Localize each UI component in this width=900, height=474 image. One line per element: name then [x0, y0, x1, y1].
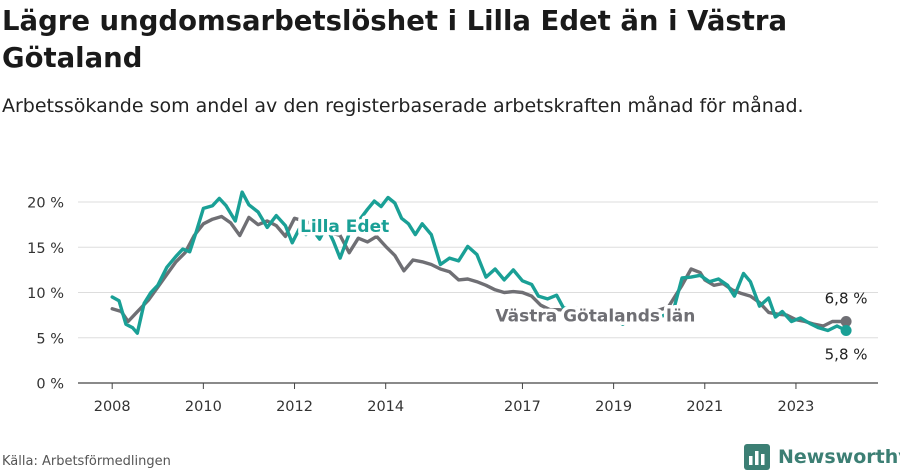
y-tick-label: 20 %: [27, 196, 64, 212]
x-tick-label: 2012: [276, 399, 313, 415]
x-tick-label: 2023: [777, 399, 814, 415]
y-tick-label: 0 %: [36, 377, 64, 393]
series-line-västra-götalands-län: [110, 214, 848, 328]
x-axis: 2008 2010 2012 2014 2017 2019 2021 2023: [94, 383, 814, 415]
series-annotation: Lilla Edet: [300, 217, 389, 237]
y-axis: 0 % 5 % 10 % 15 % 20 %: [27, 196, 64, 393]
x-tick-label: 2019: [595, 399, 632, 415]
end-value-label: 5,8 %: [825, 346, 868, 364]
brand-logo[interactable]: Newsworthy: [744, 442, 900, 472]
end-point: [840, 315, 852, 327]
y-tick-label: 10 %: [27, 286, 64, 302]
bar-chart-logo-icon: [744, 444, 770, 470]
x-tick-label: 2010: [185, 399, 222, 415]
series-annotation-halo: Västra Götalands län: [495, 306, 695, 326]
end-point: [840, 325, 852, 337]
gridlines: [78, 201, 878, 384]
chart-title: Lägre ungdomsarbetslöshet i Lilla Edet ä…: [2, 5, 788, 74]
end-value-label: 6,8 %: [825, 289, 868, 307]
series-annotation-halo: Lilla Edet: [300, 217, 389, 237]
x-tick-label: 2017: [504, 399, 541, 415]
y-tick-label: 15 %: [27, 241, 64, 257]
brand-name: Newsworthy: [778, 446, 900, 468]
source-note: Källa: Arbetsförmedlingen: [2, 454, 171, 469]
series-annotation: Västra Götalands län: [495, 306, 695, 326]
x-tick-label: 2021: [686, 399, 723, 415]
series-line-lilla-edet: [110, 190, 848, 335]
chart-subtitle: Arbetssökande som andel av den registerb…: [2, 95, 804, 117]
x-tick-label: 2008: [94, 399, 131, 415]
x-tick-label: 2014: [367, 399, 404, 415]
y-tick-label: 5 %: [36, 331, 64, 347]
series-lines: [110, 190, 848, 335]
